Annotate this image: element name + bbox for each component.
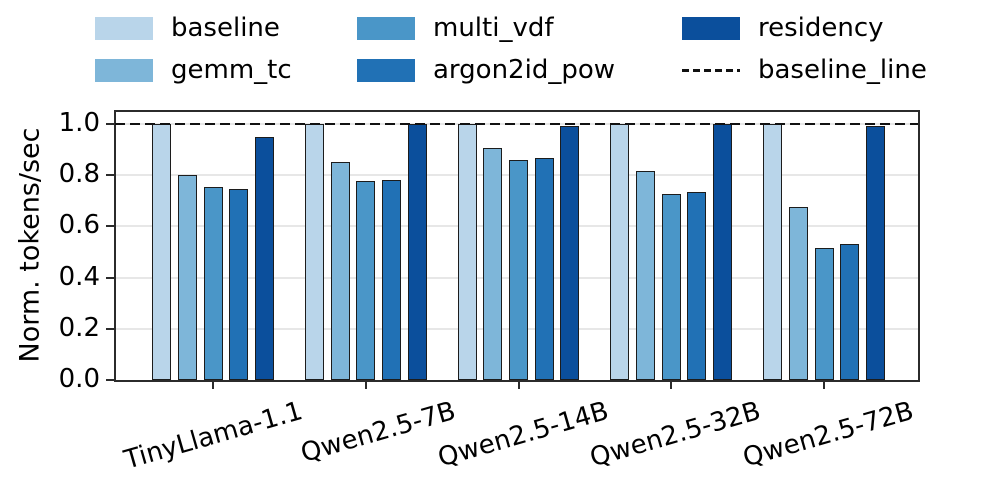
legend-swatch-icon [682,16,740,40]
legend-label: baseline_line [758,55,927,85]
x-category-label-Qwen2.5-72B: Qwen2.5-72B [739,396,917,474]
legend-item-baseline_line: baseline_line [682,55,927,85]
y-tick-label: 1.0 [58,107,100,138]
legend-label: gemm_tc [171,55,292,85]
y-tick-label: 0.2 [58,312,100,343]
legend-item-residency: residency [682,13,884,43]
y-tick-label: 0.8 [58,159,100,190]
legend-label: baseline [171,13,280,43]
bar-gemm_tc-Qwen2.5-7B [330,162,350,380]
y-tick-mark [106,276,115,279]
x-tick-mark [517,380,520,389]
legend-label: multi_vdf [433,13,554,43]
y-tick-mark [106,174,115,177]
x-tick-mark [670,380,673,389]
bar-argon2id_pow-Qwen2.5-14B [534,158,554,380]
bar-baseline-Qwen2.5-7B [304,123,324,380]
y-tick-label: 0.0 [58,364,100,394]
y-axis-title: Norm. tokens/sec [14,127,46,363]
bar-argon2id_pow-Qwen2.5-72B [840,244,860,380]
y-tick-mark [106,379,115,381]
bar-multi_vdf-TinyLlama-1.1 [203,186,223,380]
y-tick-mark [106,225,115,228]
bar-residency-Qwen2.5-7B [407,123,427,380]
x-tick-mark [212,380,214,389]
bar-multi_vdf-Qwen2.5-72B [814,248,834,380]
bar-baseline-TinyLlama-1.1 [152,123,172,380]
x-category-label-Qwen2.5-14B: Qwen2.5-14B [434,396,612,474]
bar-gemm_tc-Qwen2.5-72B [788,207,808,380]
legend-swatch-icon [357,58,415,82]
legend-swatch-icon [95,16,153,40]
legend-swatch-icon [95,58,153,82]
bar-gemm_tc-Qwen2.5-32B [636,171,656,380]
legend-swatch-icon [357,16,415,40]
baseline-reference-line [115,122,918,126]
x-tick-mark [823,380,825,389]
legend-item-multi_vdf: multi_vdf [357,13,554,43]
y-tick-mark [106,327,115,330]
y-tick-label: 0.6 [58,210,100,241]
bar-baseline-Qwen2.5-72B [763,123,783,380]
bar-gemm_tc-TinyLlama-1.1 [177,175,197,380]
bar-residency-TinyLlama-1.1 [254,136,274,380]
x-tick-mark [364,380,367,389]
bar-residency-Qwen2.5-32B [713,123,733,380]
chart-legend: baseline gemm_tc multi_vdf argon2id_pow resi… [0,0,996,96]
bar-multi_vdf-Qwen2.5-14B [509,159,528,380]
bar-baseline-Qwen2.5-32B [610,123,630,380]
bar-gemm_tc-Qwen2.5-14B [483,148,503,380]
legend-item-baseline: baseline [95,13,280,43]
x-category-label-Qwen2.5-32B: Qwen2.5-32B [586,396,765,474]
legend-item-gemm_tc: gemm_tc [95,55,292,85]
bar-multi_vdf-Qwen2.5-32B [661,194,681,380]
bar-residency-Qwen2.5-72B [865,126,885,380]
legend-dashed-line-icon [682,68,740,72]
bar-residency-Qwen2.5-14B [560,126,580,380]
legend-item-argon2id_pow: argon2id_pow [357,55,615,85]
bar-argon2id_pow-Qwen2.5-32B [687,191,707,380]
y-tick-label: 0.4 [58,261,100,292]
legend-label: residency [758,13,884,43]
bar-baseline-Qwen2.5-14B [457,123,477,380]
bar-argon2id_pow-TinyLlama-1.1 [229,189,249,380]
x-category-label-TinyLlama-1.1: TinyLlama-1.1 [121,396,306,476]
bar-argon2id_pow-Qwen2.5-7B [381,180,401,380]
bar-multi_vdf-Qwen2.5-7B [356,181,376,380]
legend-label: argon2id_pow [433,55,615,85]
x-category-label-Qwen2.5-7B: Qwen2.5-7B [297,396,459,469]
y-tick-mark [106,122,115,125]
